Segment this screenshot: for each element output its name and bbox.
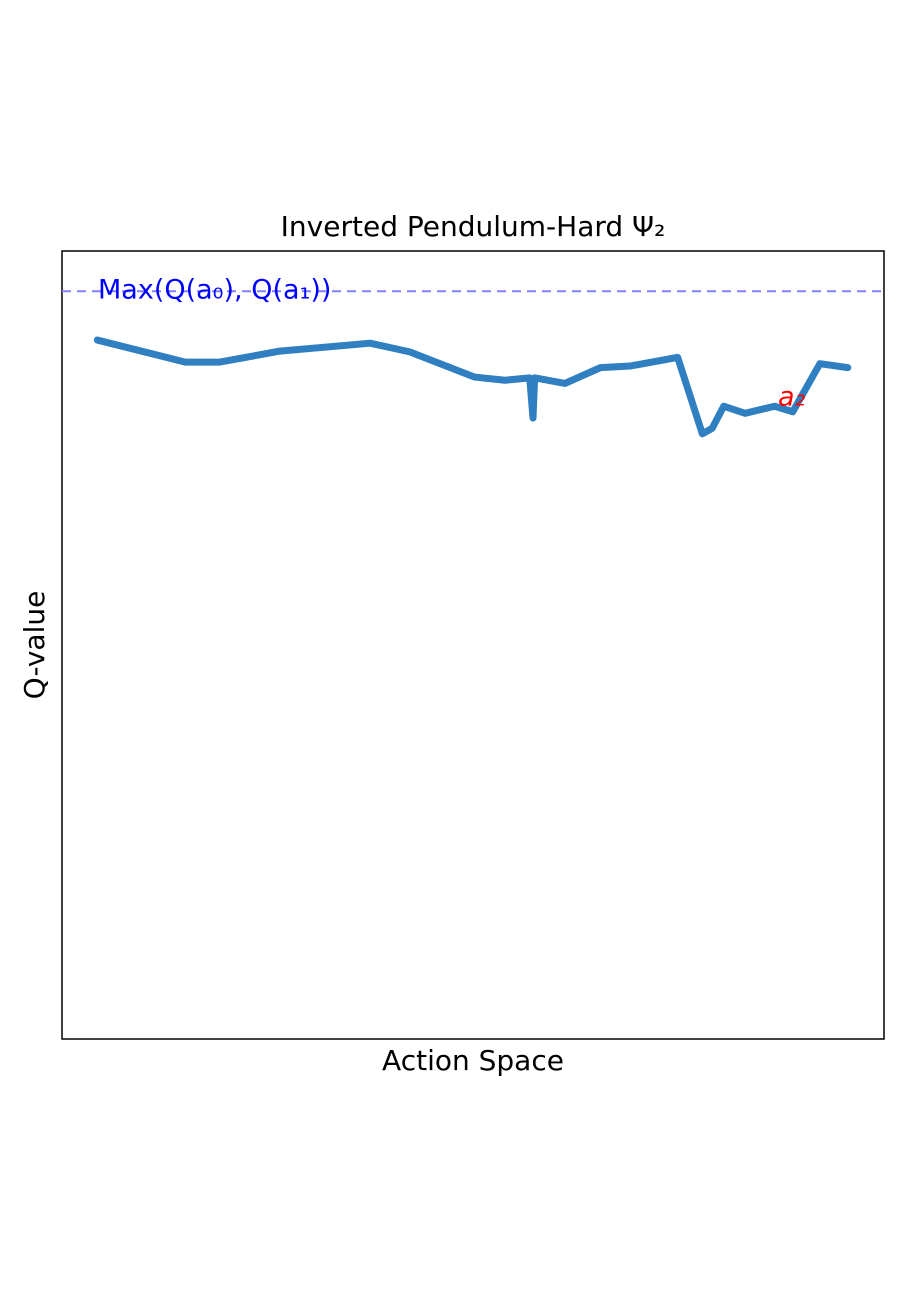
- annotation: a₂: [778, 382, 806, 413]
- plot-frame: [61, 250, 885, 1040]
- y-axis-label: Q-value: [18, 591, 51, 700]
- x-axis-label: Action Space: [382, 1044, 564, 1077]
- reference-label: Max(Q(a₀), Q(a₁)): [98, 275, 331, 306]
- chart-title: Inverted Pendulum-Hard Ψ₂: [281, 210, 666, 243]
- data-line: [93, 336, 852, 438]
